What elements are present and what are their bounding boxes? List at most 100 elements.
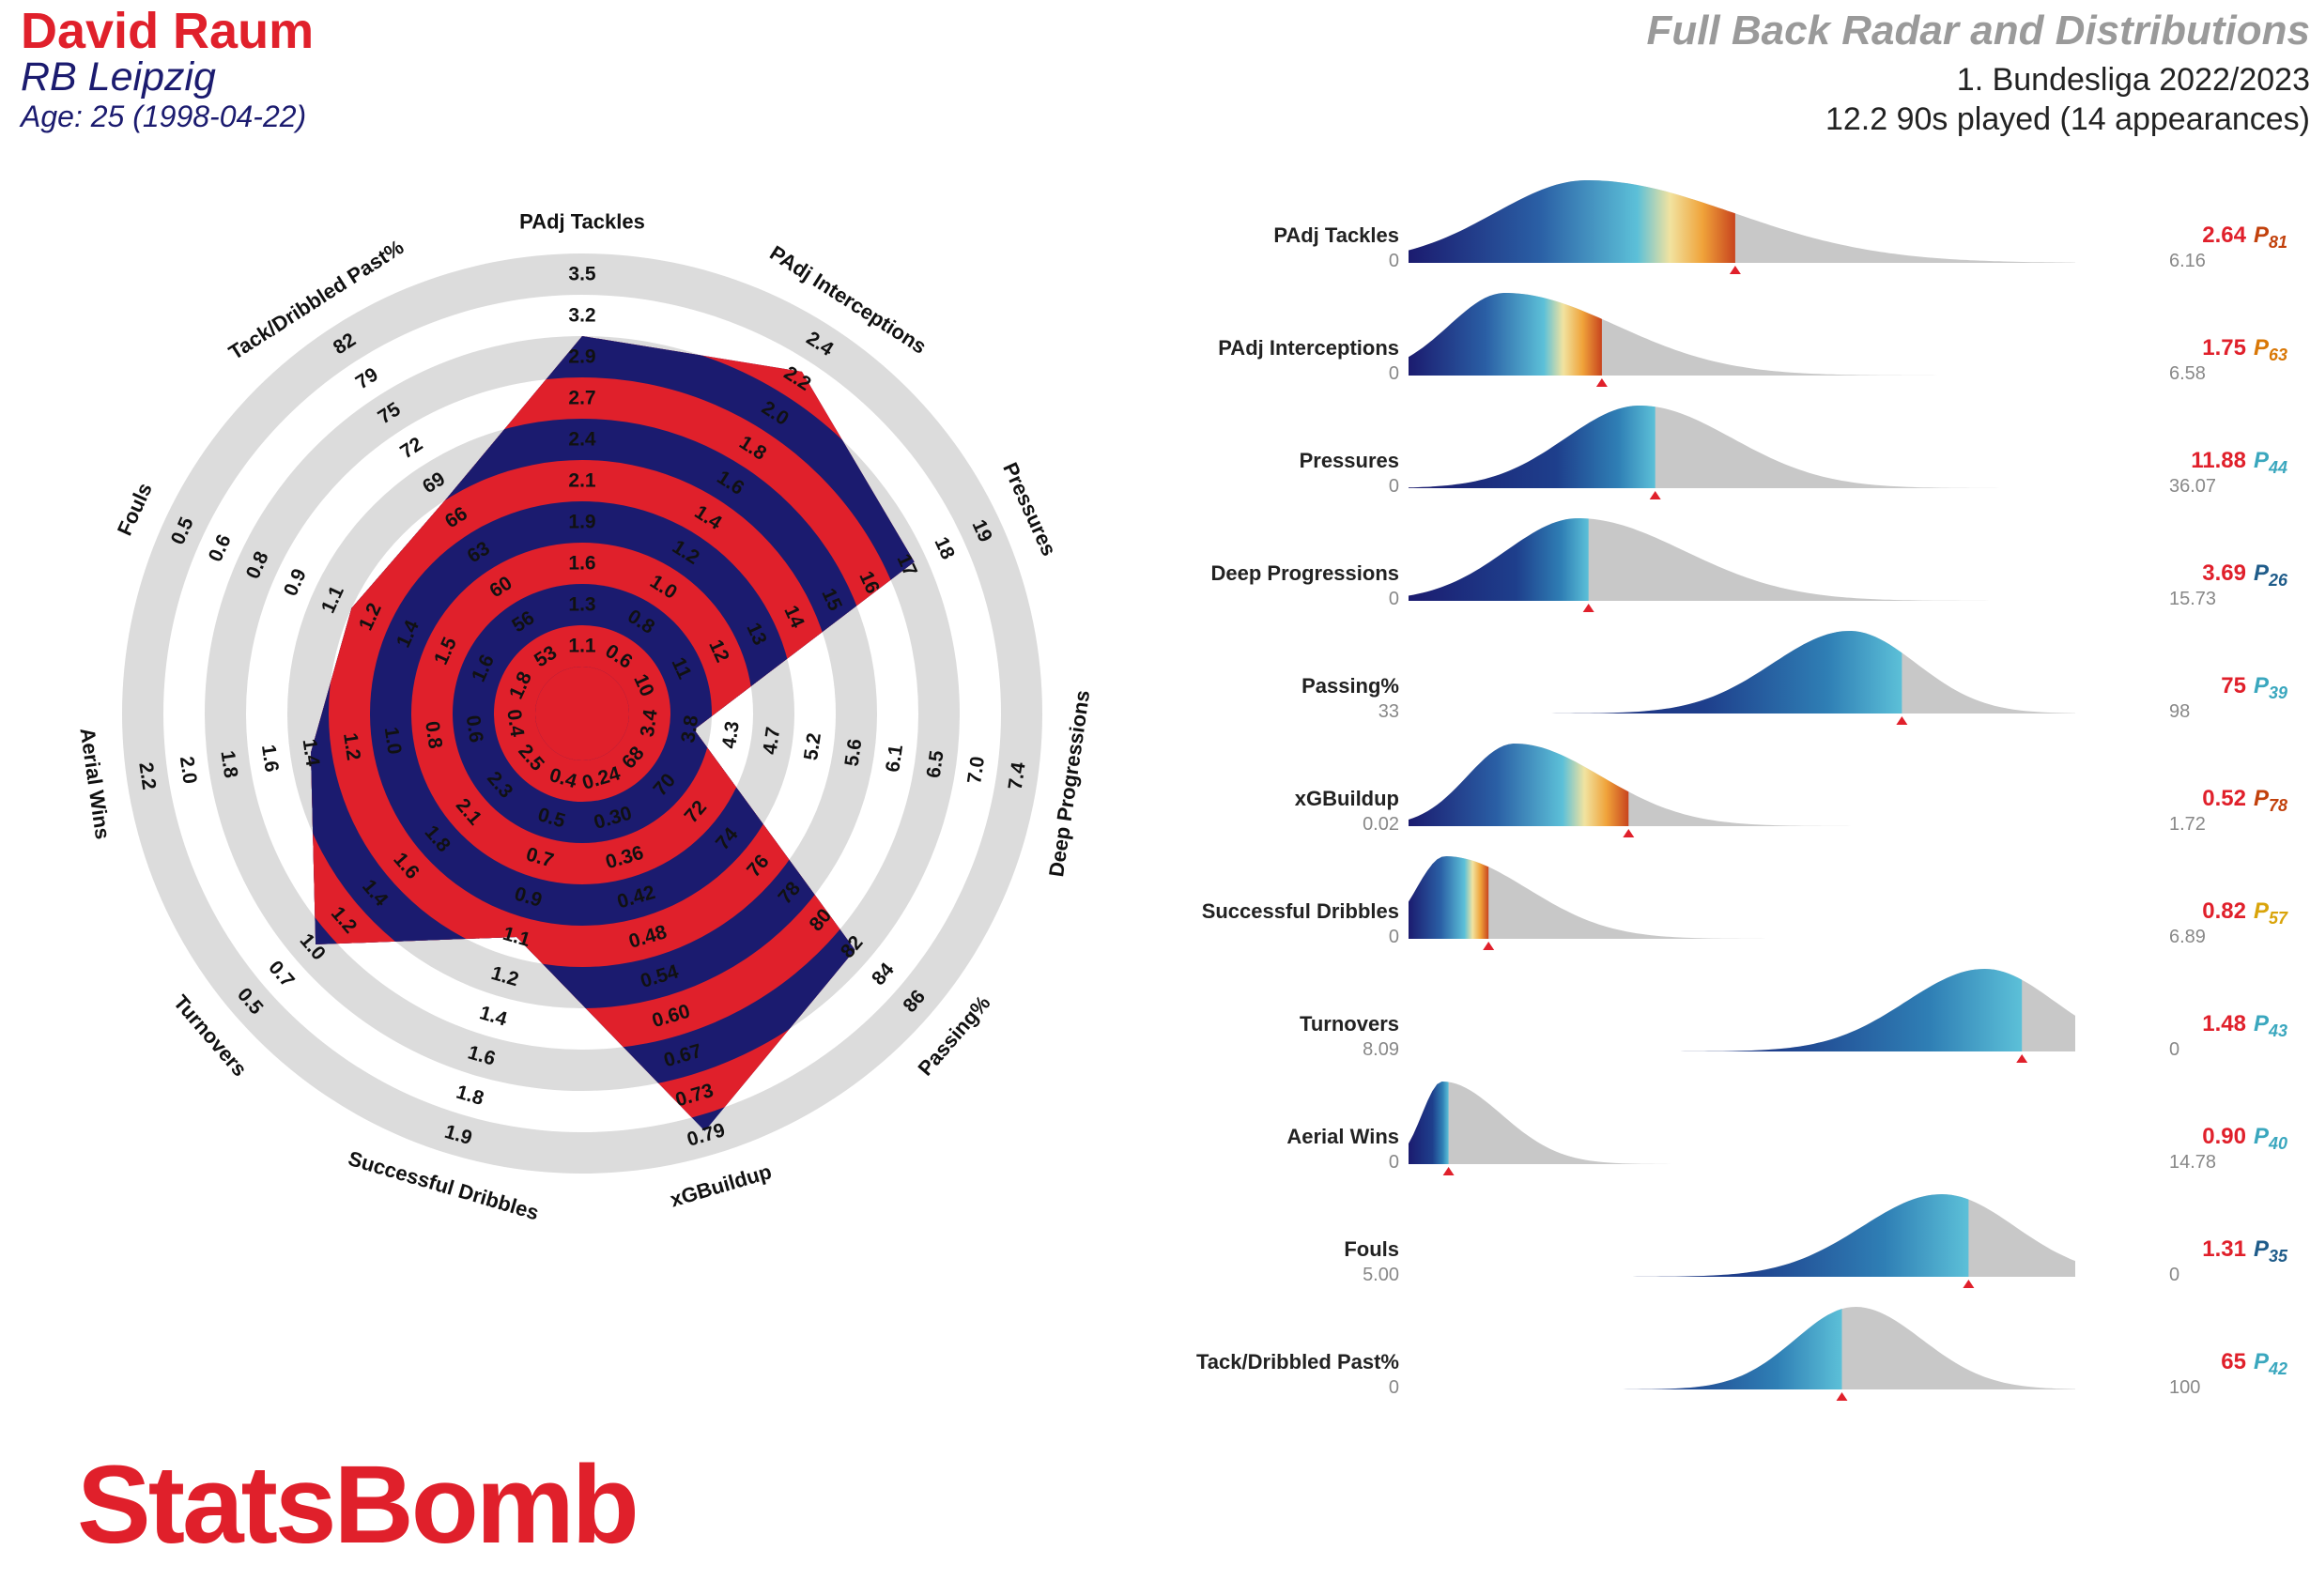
radar-tick-label: 0.4 [502,708,528,738]
distribution-percentile: P44 [2254,448,2287,477]
distribution-value: 11.88 [2191,448,2246,473]
distribution-marker [1649,491,1661,499]
radar-tick-label: 3.5 [568,264,596,285]
distribution-area [1409,631,2075,714]
radar-tick-label: 2.2 [134,761,160,791]
radar-tick-label: 6.5 [923,749,948,779]
distribution-max-label: 100 [2169,1377,2200,1398]
distribution-value: 1.31 [2202,1236,2246,1262]
distribution-max-label: 6.58 [2169,363,2206,384]
player-age: Age: 25 (1998-04-22) [21,100,307,133]
distribution-area [1409,293,2075,376]
distribution-marker [1623,829,1635,837]
distribution-max-label: 14.78 [2169,1152,2216,1173]
distribution-min-label: 8.09 [1363,1039,1399,1060]
distribution-percentile: P40 [2254,1124,2287,1153]
distribution-max-label: 0 [2169,1039,2179,1060]
distribution-metric-label: Successful Dribbles [1202,899,1399,923]
radar-tick-label: 4.3 [718,720,744,750]
radar-tick-label: 1.0 [380,726,406,756]
distribution-value: 65 [2221,1349,2246,1374]
distribution-percentile: P78 [2254,786,2287,815]
distribution-marker [2016,1054,2028,1063]
radar-tick-label: 2.4 [568,429,596,451]
radar-tick-label: 3.2 [568,305,595,327]
player-name: David Raum [21,3,315,59]
distribution-metric-label: Deep Progressions [1210,561,1399,585]
radar-polygon [311,336,915,1131]
radar-band [535,667,629,760]
distribution-max-label: 98 [2169,701,2190,722]
distribution-max-label: 36.07 [2169,476,2216,497]
distribution-marker [1729,266,1741,274]
distribution-fill [1409,406,1656,488]
distribution-percentile: P81 [2254,223,2287,252]
distribution-min-label: 33 [1378,701,1399,722]
distribution-max-label: 15.73 [2169,589,2216,609]
radar-chart: 1.1 1.3 1.6 1.9 2.1 2.4 2.7 2.9 3.2 3.5 PAdj Tackl… [75,210,1094,1225]
distribution-marker [1582,604,1594,612]
radar-tick-label: 1.1 [568,636,596,657]
distribution-area [1409,180,2075,263]
distribution-value: 75 [2221,673,2246,698]
distribution-metric-label: Passing% [1301,674,1399,698]
distribution-marker [1442,1167,1455,1175]
radar-tick-label: 3.4 [637,708,662,738]
distribution-min-label: 0 [1389,251,1399,271]
distribution-marker [1963,1280,1975,1288]
distribution-percentile: P39 [2254,673,2287,702]
distribution-max-label: 6.89 [2169,927,2206,947]
distribution-fill [1409,180,1735,263]
statsbomb-logo: StatsBomb [77,1443,639,1567]
distribution-min-label: 0.02 [1363,814,1399,835]
distribution-min-label: 0 [1389,1377,1399,1398]
distribution-min-label: 0 [1389,927,1399,947]
distribution-percentile: P26 [2254,560,2288,590]
radar-tick-label: 1.6 [568,553,595,575]
radar-tick-label: 3.8 [677,714,702,744]
radar-tick-label: 0.6 [462,714,487,744]
radar-tick-label: 1.4 [299,738,324,768]
distribution-grey [1409,856,2075,939]
minutes-played: 12.2 90s played (14 appearances) [1825,101,2310,137]
distribution-area [1409,1307,2075,1389]
distribution-max-label: 0 [2169,1265,2179,1285]
distribution-min-label: 5.00 [1363,1265,1399,1285]
distribution-fill [1409,518,1589,601]
distribution-marker [1896,716,1908,725]
radar-axis-label: PAdj Tackles [519,210,645,234]
radar-tick-label: 6.1 [882,743,907,773]
distribution-metric-label: Pressures [1300,449,1399,472]
distribution-metric-label: PAdj Tackles [1273,223,1399,247]
distribution-area [1409,744,2075,826]
distribution-max-label: 1.72 [2169,814,2206,835]
distribution-fill [1409,969,2023,1051]
distribution-min-label: 0 [1389,363,1399,384]
distribution-grey [1409,1082,2075,1164]
distribution-grey [1409,1194,2075,1277]
distribution-metric-label: xGBuildup [1295,787,1399,810]
radar-tick-label: 2.0 [176,755,201,785]
radar-tick-label: 2.9 [568,346,595,368]
competition-label: 1. Bundesliga 2022/2023 [1956,62,2310,98]
distribution-fill [1409,1082,1449,1164]
distribution-marker [1483,942,1495,950]
radar-tick-label: 7.4 [1005,760,1030,790]
radar-tick-label: 5.2 [800,731,825,761]
distribution-min-label: 0 [1389,589,1399,609]
distribution-area [1409,518,2075,601]
radar-tick-label: 5.6 [841,738,867,768]
distribution-area [1409,969,2075,1051]
distribution-percentile: P43 [2254,1011,2287,1040]
distribution-area [1409,1082,2075,1164]
distribution-min-label: 0 [1389,1152,1399,1173]
chart-title: Full Back Radar and Distributions [1646,8,2310,54]
distribution-value: 1.48 [2202,1011,2246,1036]
distribution-value: 0.90 [2202,1124,2246,1149]
radar-tick-label: 2.1 [568,470,596,492]
distribution-metric-label: PAdj Interceptions [1218,336,1399,360]
distribution-value: 1.75 [2202,335,2246,361]
distribution-value: 3.69 [2202,560,2246,586]
radar-tick-label: 1.9 [568,512,595,533]
distribution-fill [1409,744,1629,826]
